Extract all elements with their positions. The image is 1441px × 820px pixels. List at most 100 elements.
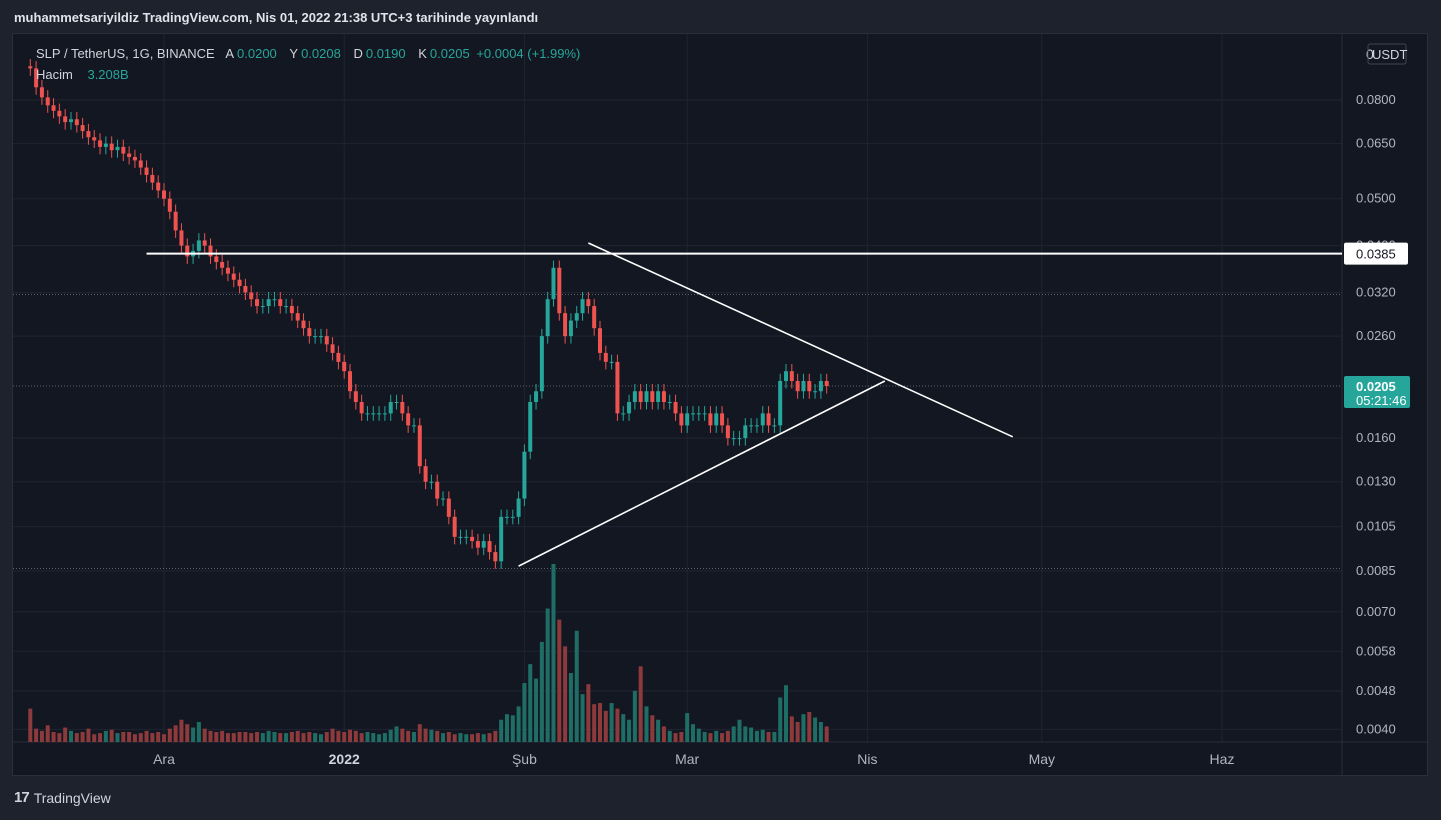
candle-body [441,498,446,500]
time-tick-label: Şub [512,751,537,767]
volume-legend-label[interactable]: Hacim [36,67,73,82]
candle-body [656,391,661,403]
candle-body [534,391,539,403]
candle-body [754,425,759,427]
price-tick-label: 0.0500 [1356,191,1396,206]
volume-bar [57,733,62,742]
volume-bar [772,731,777,742]
current-price-tag [1344,376,1410,409]
candle-body [464,536,469,538]
volume-bar [516,706,521,742]
tradingview-brand[interactable]: 17 TradingView [14,789,111,806]
legend-symbol[interactable]: SLP / TetherUS, 1G, BINANCE [36,46,215,61]
candle-body [487,541,492,553]
volume-bar [109,729,114,742]
candle-body [336,352,341,362]
volume-bar [528,664,533,742]
candle-body [400,402,405,414]
current-price-label: 0.0205 [1356,379,1396,394]
grid-lines [13,34,1342,742]
candle-body [789,371,794,381]
candle-body [272,299,277,301]
volume-bar [545,608,550,742]
candle-body [220,261,225,268]
volume-bar [382,733,387,742]
candle-body [301,320,306,329]
volume-bar [80,731,85,742]
candle-body [289,306,294,314]
candle-body [679,413,684,426]
candle-body [539,336,544,392]
volume-bar [156,731,161,742]
volume-bar [150,733,155,742]
candle-body [121,146,126,154]
volume-bar [574,630,579,742]
candle-body [557,267,562,314]
candle-body [691,413,695,415]
candle-body [638,391,643,403]
volume-bar [656,719,661,742]
resistance-price-label: 0.0385 [1356,247,1396,262]
volume-bar [98,733,103,742]
candle-body [63,116,68,123]
volume-bar [446,731,451,742]
price-tick-label: 0.0800 [1356,92,1396,107]
volume-bar [603,710,608,742]
volume-bar [359,733,364,742]
volume-bar [615,708,620,742]
volume-bars [28,564,829,742]
volume-bar [696,728,701,742]
candle-body [772,425,777,427]
volume-bar [423,728,428,742]
candle-body [359,402,364,414]
candle-body [609,361,614,363]
candle-body [627,402,632,414]
volume-bar [342,731,347,742]
candle-body [702,413,707,415]
candle-body [516,498,521,517]
candle-body [51,105,56,111]
volume-bar [586,684,591,742]
volume-bar [429,729,434,742]
candle-body [784,371,789,381]
price-chart[interactable]: 0.08000.06500.05000.04000.03200.02600.01… [13,34,1429,777]
candle-body [725,425,730,439]
candle-body [737,438,742,440]
volume-bar [243,731,248,742]
volume-bar [580,694,585,742]
tradingview-logo-icon: 17 [14,789,30,806]
candle-body [144,167,149,175]
volume-bar [470,734,475,742]
volume-bar [289,731,294,742]
candle-body [574,313,579,321]
volume-bar [208,730,213,742]
candle-body [749,425,754,427]
chart-frame[interactable]: 0.08000.06500.05000.04000.03200.02600.01… [12,33,1429,777]
candle-body [365,413,370,415]
candle-body [650,391,655,403]
candle-body [493,552,498,562]
candle-body [545,299,550,337]
candle-body [603,352,608,362]
volume-bar [499,719,504,742]
volume-bar [475,733,480,742]
candle-body [580,299,585,314]
candle-body [92,137,97,141]
volume-bar [749,727,754,742]
time-tick-label: Haz [1210,751,1235,767]
price-tick-label: 0.0048 [1356,683,1396,698]
volume-bar [45,725,50,742]
volume-bar [627,719,632,742]
volume-bar [801,714,806,742]
volume-bar [563,646,568,742]
price-axis-top-label: 0 [1366,46,1374,62]
candle-body [592,306,597,329]
volume-bar [795,721,800,742]
candles [28,59,829,569]
candle-body [475,541,480,548]
volume-bar [313,733,318,742]
volume-bar [400,728,405,742]
volume-bar [103,730,108,742]
legend-open-value: 0.0200 [237,46,277,61]
volume-bar [191,727,196,742]
